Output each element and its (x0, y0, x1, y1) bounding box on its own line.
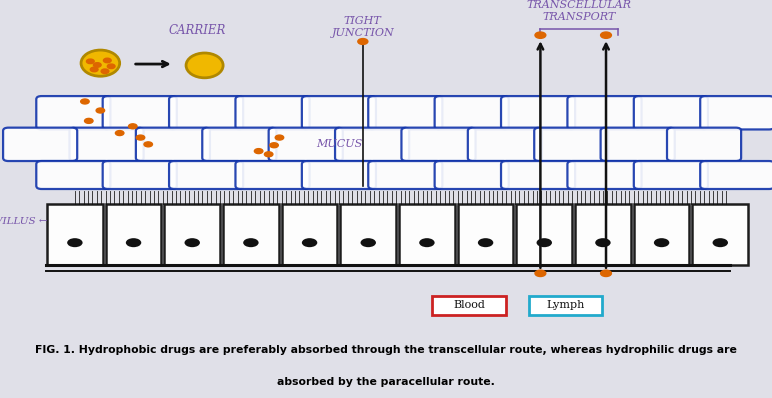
Text: CARRIER: CARRIER (168, 24, 225, 37)
FancyBboxPatch shape (235, 161, 310, 189)
Text: Lymph: Lymph (547, 300, 584, 310)
Bar (575, 204, 631, 265)
Circle shape (601, 32, 611, 38)
Ellipse shape (126, 238, 141, 247)
Circle shape (101, 69, 109, 74)
Bar (340, 204, 396, 265)
Circle shape (535, 32, 546, 38)
Circle shape (128, 124, 137, 129)
FancyBboxPatch shape (136, 128, 210, 161)
Circle shape (90, 67, 98, 72)
FancyBboxPatch shape (103, 161, 177, 189)
FancyBboxPatch shape (368, 161, 442, 189)
FancyBboxPatch shape (529, 296, 602, 315)
Ellipse shape (595, 238, 611, 247)
FancyBboxPatch shape (634, 96, 708, 129)
FancyBboxPatch shape (435, 96, 509, 129)
FancyBboxPatch shape (368, 96, 442, 129)
Circle shape (93, 63, 101, 67)
FancyBboxPatch shape (3, 128, 77, 161)
FancyBboxPatch shape (534, 128, 608, 161)
Bar (516, 204, 572, 265)
Text: TIGHT
JUNCTION: TIGHT JUNCTION (331, 16, 394, 38)
FancyBboxPatch shape (468, 128, 542, 161)
Circle shape (601, 270, 611, 277)
FancyBboxPatch shape (69, 128, 144, 161)
Circle shape (255, 148, 262, 154)
Circle shape (276, 135, 284, 140)
FancyBboxPatch shape (103, 96, 177, 129)
Ellipse shape (537, 238, 552, 247)
Circle shape (85, 118, 93, 123)
Text: TRANSCELLULAR
TRANSPORT: TRANSCELLULAR TRANSPORT (527, 0, 631, 22)
Text: FIG. 1. Hydrophobic drugs are preferably absorbed through the transcellular rout: FIG. 1. Hydrophobic drugs are preferably… (35, 345, 737, 355)
Ellipse shape (67, 238, 83, 247)
FancyBboxPatch shape (302, 96, 376, 129)
Bar (164, 204, 220, 265)
FancyBboxPatch shape (501, 161, 575, 189)
Ellipse shape (243, 238, 259, 247)
FancyBboxPatch shape (202, 128, 276, 161)
Bar (47, 204, 103, 265)
FancyBboxPatch shape (302, 161, 376, 189)
Circle shape (264, 152, 273, 157)
Circle shape (137, 135, 145, 140)
FancyBboxPatch shape (432, 296, 506, 315)
Circle shape (107, 64, 115, 68)
FancyBboxPatch shape (36, 161, 110, 189)
Bar (282, 204, 337, 265)
Circle shape (535, 270, 546, 277)
Circle shape (270, 143, 278, 148)
Ellipse shape (361, 238, 376, 247)
Circle shape (144, 142, 153, 147)
Bar (106, 204, 161, 265)
FancyBboxPatch shape (700, 161, 772, 189)
Ellipse shape (185, 238, 200, 247)
FancyBboxPatch shape (700, 96, 772, 129)
Text: VILLUS ←: VILLUS ← (0, 217, 48, 226)
Text: MUCUS: MUCUS (317, 139, 363, 149)
Bar (692, 204, 748, 265)
FancyBboxPatch shape (401, 128, 476, 161)
FancyBboxPatch shape (335, 128, 409, 161)
Circle shape (81, 99, 90, 104)
FancyBboxPatch shape (567, 161, 642, 189)
Bar (458, 204, 513, 265)
FancyBboxPatch shape (169, 161, 243, 189)
Ellipse shape (81, 50, 120, 76)
Ellipse shape (478, 238, 493, 247)
FancyBboxPatch shape (169, 96, 243, 129)
Circle shape (86, 59, 94, 64)
Text: absorbed by the paracellular route.: absorbed by the paracellular route. (277, 377, 495, 387)
FancyBboxPatch shape (435, 161, 509, 189)
FancyBboxPatch shape (501, 96, 575, 129)
Circle shape (103, 58, 111, 63)
Circle shape (116, 131, 124, 136)
FancyBboxPatch shape (269, 128, 343, 161)
Circle shape (96, 108, 105, 113)
Ellipse shape (419, 238, 435, 247)
Ellipse shape (654, 238, 669, 247)
Bar (399, 204, 455, 265)
Bar (634, 204, 689, 265)
Text: Blood: Blood (453, 300, 485, 310)
Ellipse shape (186, 53, 223, 78)
Circle shape (358, 39, 368, 45)
FancyBboxPatch shape (235, 96, 310, 129)
Ellipse shape (713, 238, 728, 247)
FancyBboxPatch shape (667, 128, 741, 161)
Bar (223, 204, 279, 265)
FancyBboxPatch shape (36, 96, 110, 129)
FancyBboxPatch shape (567, 96, 642, 129)
FancyBboxPatch shape (601, 128, 675, 161)
Ellipse shape (302, 238, 317, 247)
FancyBboxPatch shape (634, 161, 708, 189)
